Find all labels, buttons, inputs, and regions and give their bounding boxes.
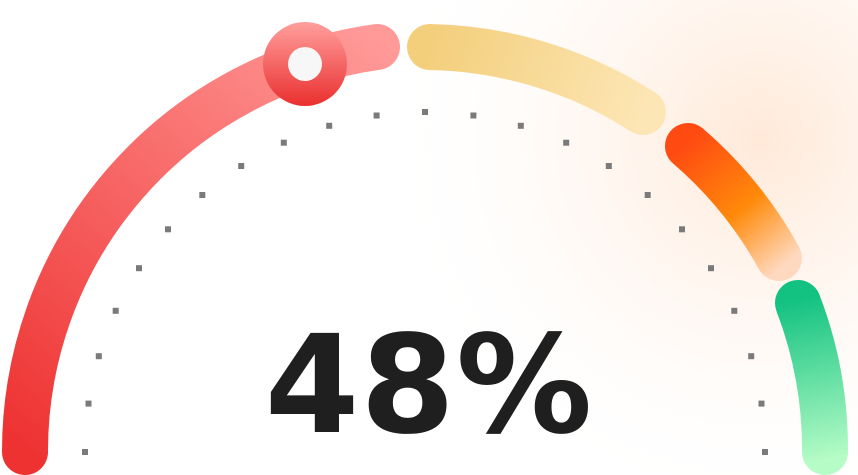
gauge-segment-orange: [665, 123, 802, 281]
tick-mark: [708, 265, 714, 272]
percentage-readout: 48%: [264, 307, 594, 465]
tick-mark: [85, 400, 92, 407]
gauge-segment-yellow: [407, 24, 666, 135]
tick-mark: [758, 400, 765, 407]
tick-mark: [82, 449, 88, 455]
tick-mark: [112, 307, 119, 314]
tick-mark: [238, 163, 245, 169]
tick-mark: [136, 265, 142, 272]
tick-mark: [517, 122, 524, 129]
tick-mark: [373, 112, 380, 119]
tick-mark: [731, 307, 738, 314]
tick-mark: [605, 163, 612, 169]
tick-mark: [748, 353, 755, 360]
tick-mark: [679, 226, 685, 233]
tick-mark: [165, 226, 171, 233]
tick-mark: [762, 449, 768, 455]
gauge-segment-green: [775, 280, 849, 475]
knob-center: [288, 47, 322, 81]
tick-mark: [470, 112, 477, 119]
tick-mark: [563, 139, 570, 146]
tick-mark: [422, 109, 428, 115]
tick-marks: [82, 109, 768, 455]
tick-mark: [95, 353, 102, 360]
tick-mark: [199, 192, 206, 198]
tick-mark: [280, 139, 287, 146]
tick-mark: [644, 192, 651, 198]
tick-mark: [326, 122, 333, 129]
gauge-knob[interactable]: [263, 22, 347, 106]
